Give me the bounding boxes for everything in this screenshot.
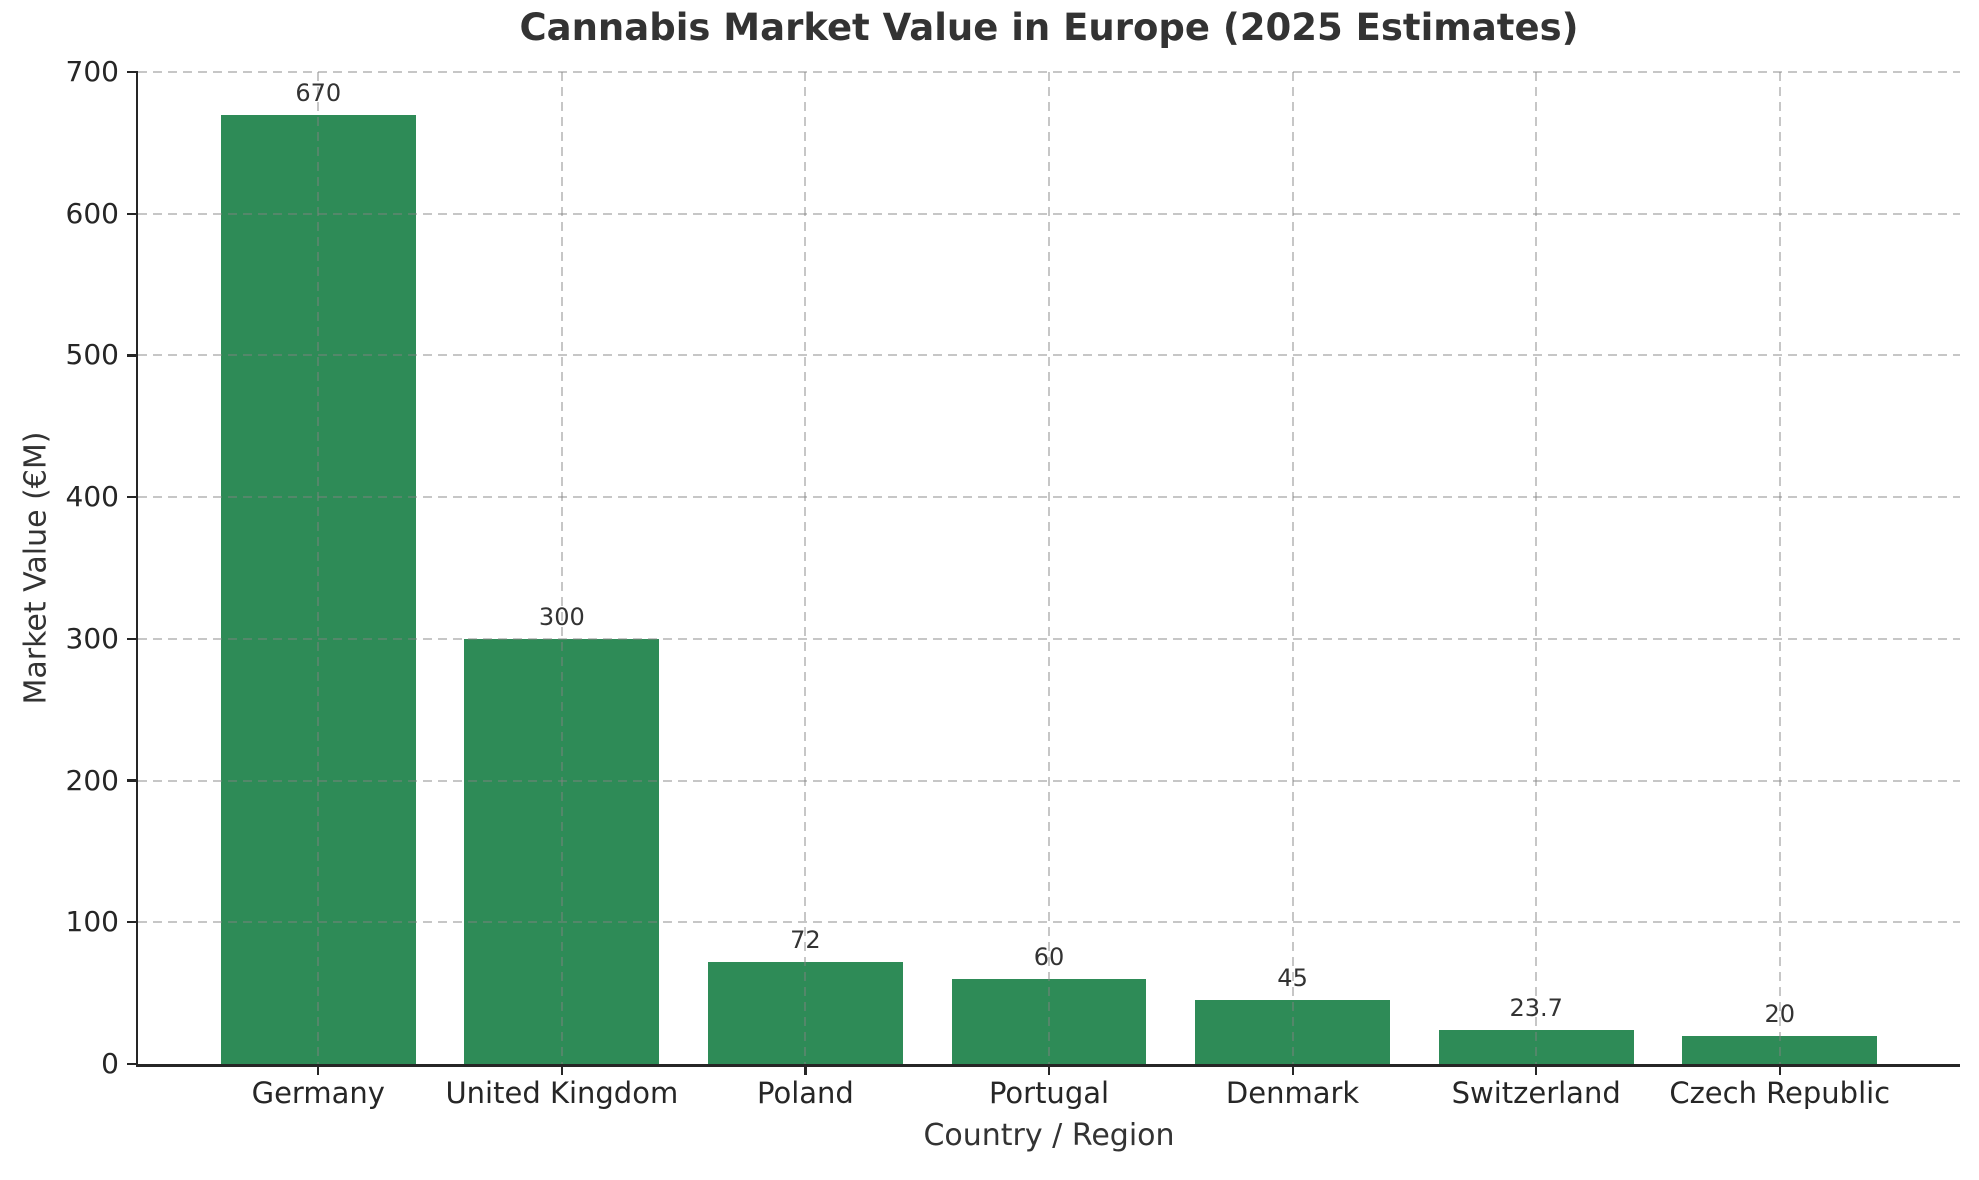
bar-value-label: 670 [295, 78, 342, 107]
x-tick-label: Poland [756, 1076, 854, 1110]
bar-poland [707, 961, 903, 1064]
y-tick-label: 500 [65, 338, 119, 372]
bar-czech-republic [1682, 1035, 1878, 1064]
x-tick-mark [1778, 1064, 1781, 1075]
y-gridline [138, 779, 1960, 782]
x-gridline [317, 72, 320, 1064]
bar-united-kingdom [464, 638, 660, 1064]
x-gridline [804, 72, 807, 1064]
y-tick-mark [126, 921, 138, 924]
y-axis-spine [135, 72, 138, 1067]
y-tick-mark [126, 70, 138, 74]
y-gridline [138, 921, 1960, 924]
y-tick-mark [126, 1062, 138, 1066]
y-tick-label: 400 [65, 480, 119, 514]
bar-value-label: 20 [1764, 999, 1796, 1028]
y-tick-mark [126, 212, 138, 215]
x-gridline [1535, 72, 1538, 1064]
bar-denmark [1195, 1000, 1390, 1064]
x-tick-mark [1291, 1064, 1294, 1075]
x-tick-mark [317, 1064, 320, 1075]
y-tick-mark [126, 354, 138, 357]
x-axis-spine [135, 1064, 1960, 1067]
bar-value-label: 60 [1033, 942, 1065, 971]
x-gridline [560, 72, 563, 1064]
x-tick-mark [804, 1064, 807, 1075]
y-gridline [138, 212, 1960, 215]
y-tick-label: 600 [65, 196, 119, 230]
chart-title: Cannabis Market Value in Europe (2025 Es… [519, 6, 1579, 49]
bar-value-label: 300 [538, 602, 585, 631]
y-tick-mark [126, 637, 138, 640]
y-tick-mark [126, 779, 138, 782]
y-tick-label: 100 [65, 905, 119, 939]
x-tick-label: Switzerland [1451, 1076, 1621, 1110]
x-tick-label: Portugal [988, 1076, 1110, 1110]
x-tick-label: Czech Republic [1669, 1076, 1891, 1110]
y-gridline [138, 637, 1960, 640]
y-tick-label: 0 [101, 1047, 119, 1080]
y-tick-label: 300 [65, 621, 119, 655]
y-gridline [138, 71, 1960, 73]
bar-value-label: 45 [1277, 964, 1308, 993]
bar-value-label: 72 [790, 925, 821, 954]
y-gridline [138, 354, 1960, 357]
bar-switzerland [1438, 1030, 1634, 1064]
bar-portugal [951, 978, 1147, 1064]
x-tick-label: United Kingdom [445, 1076, 679, 1110]
y-tick-label: 700 [65, 55, 119, 88]
x-axis-title: Country / Region [923, 1118, 1175, 1153]
y-tick-label: 200 [65, 763, 119, 797]
x-gridline [1291, 72, 1294, 1064]
x-gridline [1778, 72, 1781, 1064]
x-tick-label: Denmark [1225, 1076, 1360, 1110]
y-gridline [138, 496, 1960, 499]
x-gridline [1048, 72, 1050, 1064]
x-tick-label: Germany [251, 1076, 385, 1110]
x-tick-mark [1535, 1064, 1538, 1075]
y-tick-mark [126, 496, 138, 499]
x-tick-mark [560, 1064, 564, 1075]
bar-germany [220, 114, 416, 1064]
bar-value-label: 23.7 [1509, 994, 1563, 1023]
y-axis-title: Market Value (€M) [18, 431, 54, 705]
x-tick-mark [1048, 1064, 1051, 1075]
